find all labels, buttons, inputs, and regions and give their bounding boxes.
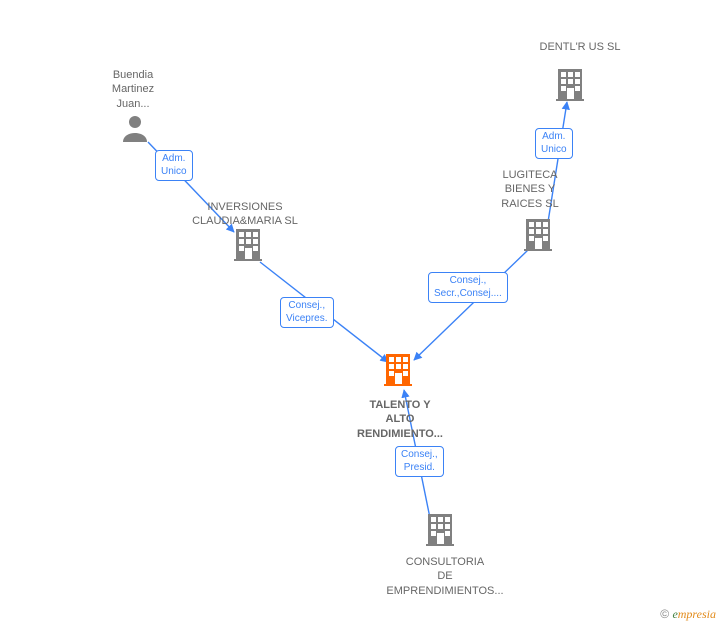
node-label-person1[interactable]: Buendia Martinez Juan... xyxy=(98,68,168,111)
node-label-talento[interactable]: TALENTO Y ALTO RENDIMIENTO... xyxy=(340,398,460,441)
edge-line xyxy=(414,250,528,360)
node-label-dentlr[interactable]: DENTL'R US SL xyxy=(520,40,640,54)
building-icon[interactable] xyxy=(426,514,454,546)
edge-label-0: Adm. Unico xyxy=(155,150,193,181)
building-icon[interactable] xyxy=(234,229,262,261)
building-icon[interactable] xyxy=(384,354,412,386)
node-label-inversiones[interactable]: INVERSIONES CLAUDIA&MARIA SL xyxy=(180,200,310,229)
edge-label-2: Consej., Vicepres. xyxy=(280,297,334,328)
copyright-symbol: © xyxy=(660,607,669,621)
node-label-lugiteca[interactable]: LUGITECA BIENES Y RAICES SL xyxy=(485,168,575,211)
building-icon[interactable] xyxy=(556,69,584,101)
diagram-canvas: Buendia Martinez Juan... INVERSIONES CLA… xyxy=(0,0,728,630)
brand: empresia xyxy=(672,607,716,621)
copyright: © empresia xyxy=(660,607,716,622)
edge-label-1: Adm. Unico xyxy=(535,128,573,159)
building-icon[interactable] xyxy=(524,219,552,251)
person-icon[interactable] xyxy=(123,116,147,142)
edge-label-4: Consej., Presid. xyxy=(395,446,444,477)
node-label-consultoria[interactable]: CONSULTORIA DE EMPRENDIMIENTOS... xyxy=(370,555,520,598)
edge-label-3: Consej., Secr.,Consej.... xyxy=(428,272,508,303)
